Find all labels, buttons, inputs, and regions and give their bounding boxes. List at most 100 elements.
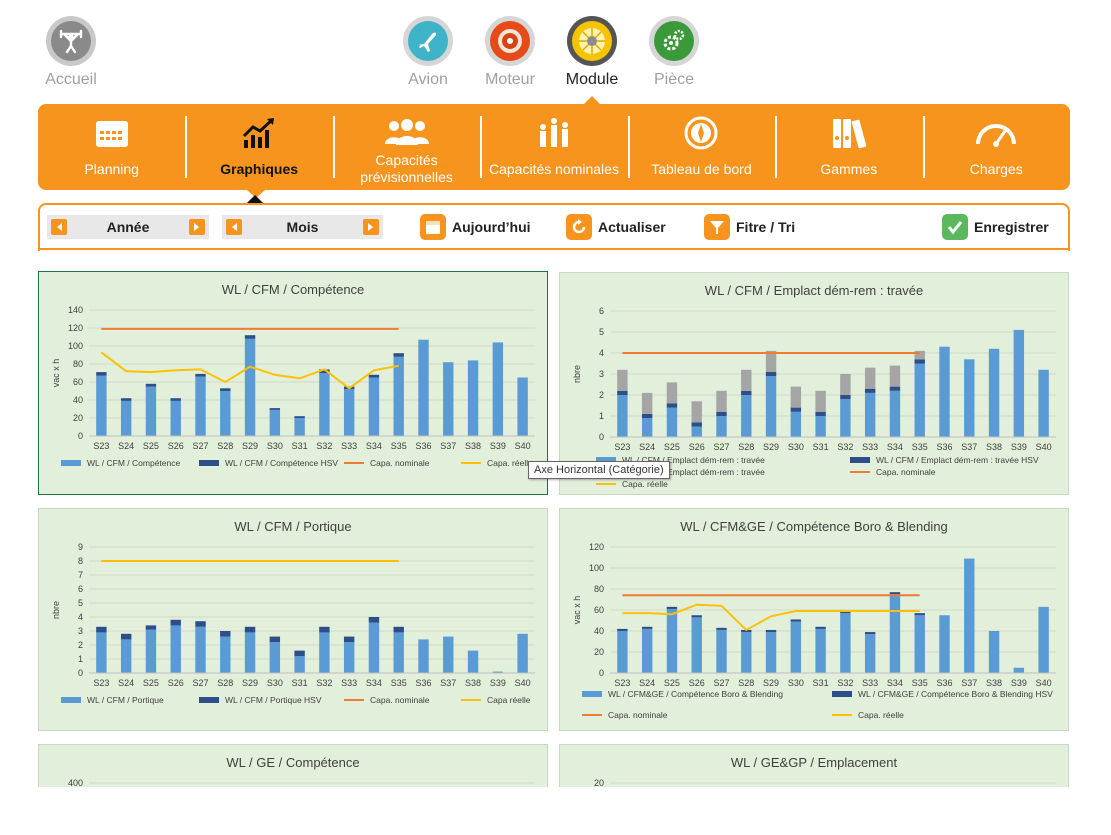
y-tick-label: 80 bbox=[594, 584, 604, 594]
legend-label: WL / CFM / Emplact dém-rem : travée bbox=[622, 455, 765, 465]
x-tick-label: S27 bbox=[713, 678, 729, 688]
x-tick-label: S29 bbox=[763, 442, 779, 452]
sub-pointer bbox=[247, 190, 265, 198]
gears-icon bbox=[649, 16, 699, 66]
bar bbox=[840, 611, 851, 614]
topnav-moteur[interactable]: Moteur bbox=[470, 16, 550, 89]
bar bbox=[790, 619, 802, 622]
topnav-avion[interactable]: Avion bbox=[388, 16, 468, 89]
bar bbox=[145, 383, 157, 387]
bottom-mask bbox=[0, 787, 1111, 835]
module-gammes-label: Gammes bbox=[820, 160, 878, 177]
bar bbox=[765, 629, 777, 633]
topnav-home[interactable]: Accueil bbox=[31, 16, 111, 89]
chart-svg: 400 bbox=[68, 778, 535, 788]
legend-label: Capa réelle bbox=[487, 695, 531, 705]
bar bbox=[393, 353, 404, 357]
bar bbox=[964, 558, 975, 673]
topnav-module[interactable]: Module bbox=[552, 16, 632, 89]
module-turbine-icon bbox=[567, 16, 617, 66]
x-tick-label: S30 bbox=[788, 442, 804, 452]
module-charges[interactable]: Charges bbox=[922, 104, 1070, 190]
bar bbox=[244, 335, 256, 339]
chart-panel-cfmge-boro[interactable]: WL / CFM&GE / Compétence Boro & Blending… bbox=[559, 508, 1069, 731]
module-capacites-previsionnelles-label: Capacités prévisionnelles bbox=[360, 152, 453, 185]
x-tick-label: S39 bbox=[490, 678, 506, 688]
bar bbox=[840, 613, 851, 673]
bar bbox=[244, 626, 256, 633]
chart-panel-cfm-competence[interactable]: WL / CFM / Compétence 0 20 40 60 80 100 120 140… bbox=[38, 271, 548, 495]
bar bbox=[294, 416, 305, 418]
x-tick-label: S26 bbox=[168, 678, 184, 688]
filter-button[interactable]: Fitre / Tri bbox=[704, 214, 795, 240]
filter-icon bbox=[704, 214, 730, 240]
compass-icon bbox=[683, 116, 719, 150]
bar bbox=[195, 373, 206, 377]
chart-panel-cfm-portique[interactable]: WL / CFM / Portique 0 1 2 3 4 5 6 7 8 9 nbre S23 S24… bbox=[38, 508, 548, 731]
bar bbox=[368, 622, 380, 673]
chevron-left-icon bbox=[231, 223, 237, 231]
legend-label: WL / CFM&GE / Compétence Boro & Blending… bbox=[858, 689, 1053, 699]
chart-svg: 0 20 40 60 80 100 120 140 vac x h S23 S24 S25 S26 S27… bbox=[51, 305, 535, 468]
bar bbox=[96, 632, 107, 673]
x-tick-label: S27 bbox=[192, 441, 208, 451]
topnav-piece[interactable]: Pièce bbox=[634, 16, 714, 89]
x-tick-label: S39 bbox=[1011, 678, 1027, 688]
legend-label: WL / CFM / Compétence HSV bbox=[225, 458, 338, 468]
y-tick-label: 0 bbox=[599, 432, 604, 442]
bar bbox=[889, 390, 901, 437]
bar bbox=[815, 626, 826, 629]
save-button[interactable]: Enregistrer bbox=[942, 214, 1049, 240]
x-tick-label: S33 bbox=[862, 442, 878, 452]
x-tick-label: S26 bbox=[689, 442, 705, 452]
x-tick-label: S33 bbox=[341, 441, 357, 451]
month-prev-button[interactable] bbox=[226, 219, 242, 235]
legend-swatch bbox=[199, 460, 219, 466]
chart-panel-cfm-emplact[interactable]: WL / CFM / Emplact dém-rem : travée 0 1 2 3… bbox=[559, 272, 1069, 495]
refresh-icon bbox=[566, 214, 592, 240]
bar bbox=[691, 426, 702, 437]
y-tick-label: 60 bbox=[73, 377, 83, 387]
bar bbox=[319, 369, 330, 373]
bar bbox=[319, 373, 330, 436]
legend-label: WL / CFM / Portique HSV bbox=[225, 695, 322, 705]
x-tick-label: S32 bbox=[837, 678, 853, 688]
module-tableau-de-bord[interactable]: Tableau de bord bbox=[627, 104, 775, 190]
bar bbox=[1038, 369, 1049, 437]
y-tick-label: 20 bbox=[73, 413, 83, 423]
module-planning[interactable]: Planning bbox=[38, 104, 185, 190]
module-graphiques[interactable]: Graphiques bbox=[185, 104, 332, 190]
y-tick-label: 2 bbox=[599, 390, 604, 400]
x-tick-label: S34 bbox=[366, 678, 382, 688]
bar bbox=[467, 650, 479, 673]
bar bbox=[864, 634, 876, 673]
x-tick-label: S23 bbox=[93, 441, 109, 451]
month-next-button[interactable] bbox=[362, 219, 379, 235]
bar bbox=[741, 369, 752, 391]
y-tick-label: 1 bbox=[78, 654, 83, 664]
module-capacites-nominales[interactable]: Capacités nominales bbox=[480, 104, 627, 190]
airplane-icon bbox=[403, 16, 453, 66]
month-stepper: Mois bbox=[222, 215, 383, 239]
x-tick-label: S26 bbox=[168, 441, 184, 451]
x-tick-label: S38 bbox=[465, 678, 481, 688]
year-prev-button[interactable] bbox=[51, 219, 67, 235]
bar bbox=[517, 633, 528, 673]
chart-title: WL / CFM / Compétence bbox=[221, 282, 365, 297]
module-gammes[interactable]: Gammes bbox=[775, 104, 922, 190]
bar bbox=[939, 615, 950, 673]
bar bbox=[467, 360, 479, 436]
bar bbox=[889, 365, 901, 387]
x-tick-label: S35 bbox=[391, 678, 407, 688]
legend-label: Capa. nominale bbox=[370, 458, 430, 468]
year-next-button[interactable] bbox=[188, 219, 205, 235]
today-button[interactable]: Aujourd’hui bbox=[420, 214, 531, 240]
dumbbell-icon bbox=[46, 16, 96, 66]
bar bbox=[691, 401, 702, 423]
refresh-button[interactable]: Actualiser bbox=[566, 214, 666, 240]
calendar-icon bbox=[94, 116, 130, 150]
module-capacites-previsionnelles[interactable]: Capacités prévisionnelles bbox=[332, 104, 480, 190]
x-tick-label: S36 bbox=[415, 441, 431, 451]
bar bbox=[617, 628, 628, 631]
bar bbox=[244, 338, 256, 436]
